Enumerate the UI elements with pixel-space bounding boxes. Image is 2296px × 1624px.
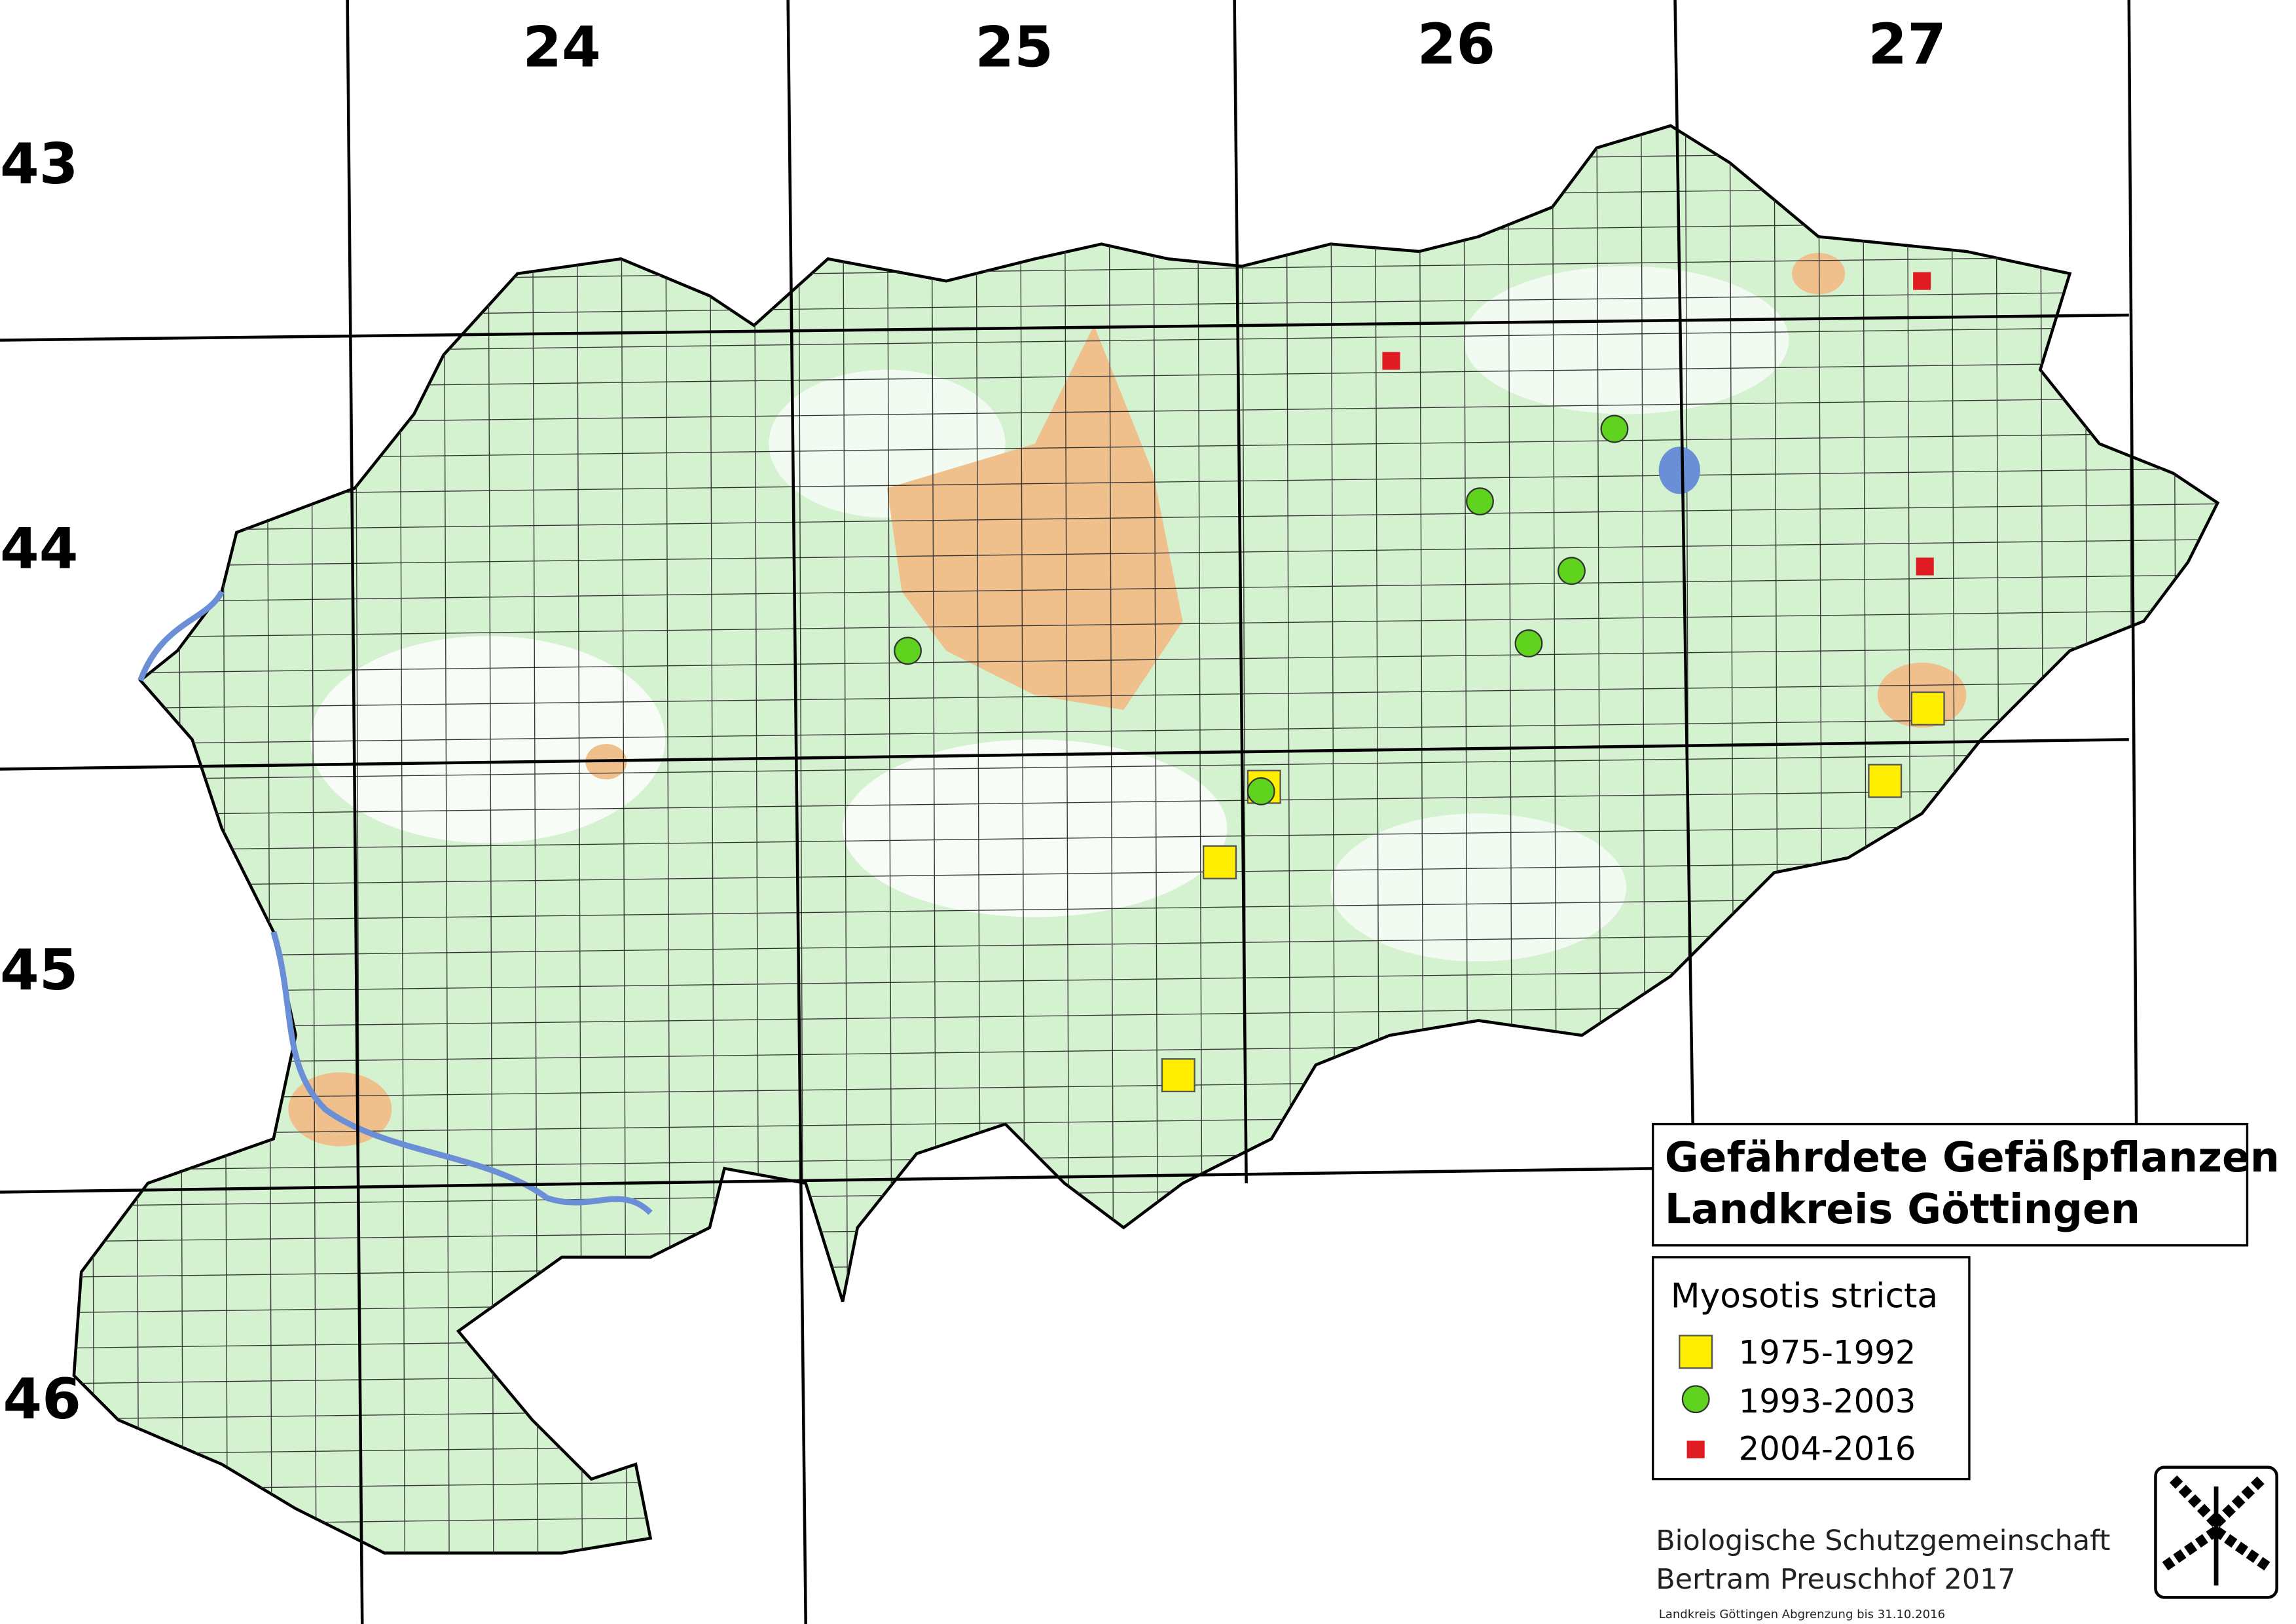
fine-grid-line	[73, 147, 2218, 178]
fine-grid-line	[73, 467, 2218, 498]
fine-grid-line	[73, 125, 2218, 143]
record-2004-2016	[1916, 557, 1934, 576]
fine-grid-line	[2084, 125, 2091, 1553]
fine-grid-line	[73, 573, 2218, 604]
fine-grid-line	[2172, 125, 2180, 1553]
legend-entry: 1975-1992	[1739, 1333, 1916, 1371]
legend: Myosotis stricta 1975-1992 1993-2003 200…	[1651, 1256, 1971, 1481]
fine-grid-line	[73, 218, 2218, 249]
boundary-note: Landkreis Göttingen Abgrenzung bis 31.10…	[1659, 1608, 1945, 1621]
record-2004-2016	[1913, 272, 1931, 290]
record-1993-2003	[1247, 777, 1275, 805]
legend-entry: 2004-2016	[1739, 1430, 1916, 1467]
open-land	[1463, 266, 1789, 415]
grid-line	[1233, 0, 1248, 1183]
grid-row-label: 45	[0, 938, 78, 1003]
fine-grid-line	[73, 786, 2218, 817]
grid-line	[786, 0, 807, 1624]
grid-column-label: 24	[522, 15, 600, 81]
lake	[1658, 447, 1700, 494]
fine-grid-line	[73, 502, 2218, 533]
grid-line	[2127, 0, 2138, 1124]
town-goettingen	[886, 325, 1183, 710]
records	[894, 272, 1945, 1093]
grid-column-label: 25	[975, 15, 1053, 81]
fine-grid-line	[73, 680, 2218, 710]
credit: Biologische Schutzgemeinschaft	[1656, 1524, 2110, 1557]
fine-grid-line	[73, 750, 2218, 782]
record-2004-2016	[1382, 352, 1400, 370]
fine-grid-line	[73, 608, 2218, 640]
fine-grid-line	[73, 183, 2218, 213]
record-1975-1992	[1910, 691, 1945, 726]
grid-line	[0, 1167, 1653, 1194]
dragonfly-wings	[2160, 1475, 2272, 1572]
river	[137, 590, 653, 1215]
map-title: Gefährdete Gefäßpflanzen	[1665, 1133, 2280, 1181]
legend-species: Myosotis stricta	[1671, 1277, 1938, 1316]
record-1975-1992	[1203, 845, 1237, 879]
record-1993-2003	[1466, 487, 1494, 516]
record-1993-2003	[894, 637, 922, 665]
grid-row-label: 43	[0, 132, 78, 197]
logo	[2154, 1466, 2278, 1599]
grid-column-label: 26	[1417, 12, 1495, 77]
fine-grid-line	[73, 431, 2218, 462]
grid-line	[0, 738, 2129, 771]
major-grid	[0, 0, 2138, 1624]
record-1975-1992	[1161, 1058, 1195, 1093]
record-1993-2003	[1600, 415, 1629, 443]
title-box: Gefährdete Gefäßpflanzen Landkreis Götti…	[1651, 1122, 2280, 1247]
fine-grid-line	[2217, 125, 2218, 1553]
map-title: Landkreis Göttingen	[1665, 1185, 2140, 1233]
legend-symbol	[1681, 1385, 1710, 1414]
legend-entry: 1993-2003	[1739, 1382, 1916, 1420]
grid-line	[1673, 0, 1694, 1124]
legend-symbol	[1686, 1440, 1705, 1459]
fine-grid-line	[73, 644, 2218, 675]
grid-column-label: 27	[1868, 12, 1946, 77]
legend-symbol	[1679, 1335, 1713, 1369]
grid-row-label: 46	[3, 1367, 81, 1432]
grid-row-label: 44	[0, 516, 78, 581]
record-1993-2003	[1514, 629, 1543, 657]
fine-grid-line	[2262, 89, 2268, 1624]
fine-grid-line	[0, 77, 2296, 106]
grid-line	[346, 0, 364, 1624]
title-frame	[1651, 1122, 2249, 1247]
credit: Bertram Preuschhof 2017	[1656, 1563, 2016, 1596]
open-land	[1330, 813, 1627, 962]
record-1975-1992	[1868, 764, 1903, 798]
town	[1791, 253, 1846, 295]
fine-grid-line	[73, 538, 2218, 568]
record-1993-2003	[1558, 557, 1586, 585]
grid-line	[0, 313, 2129, 342]
